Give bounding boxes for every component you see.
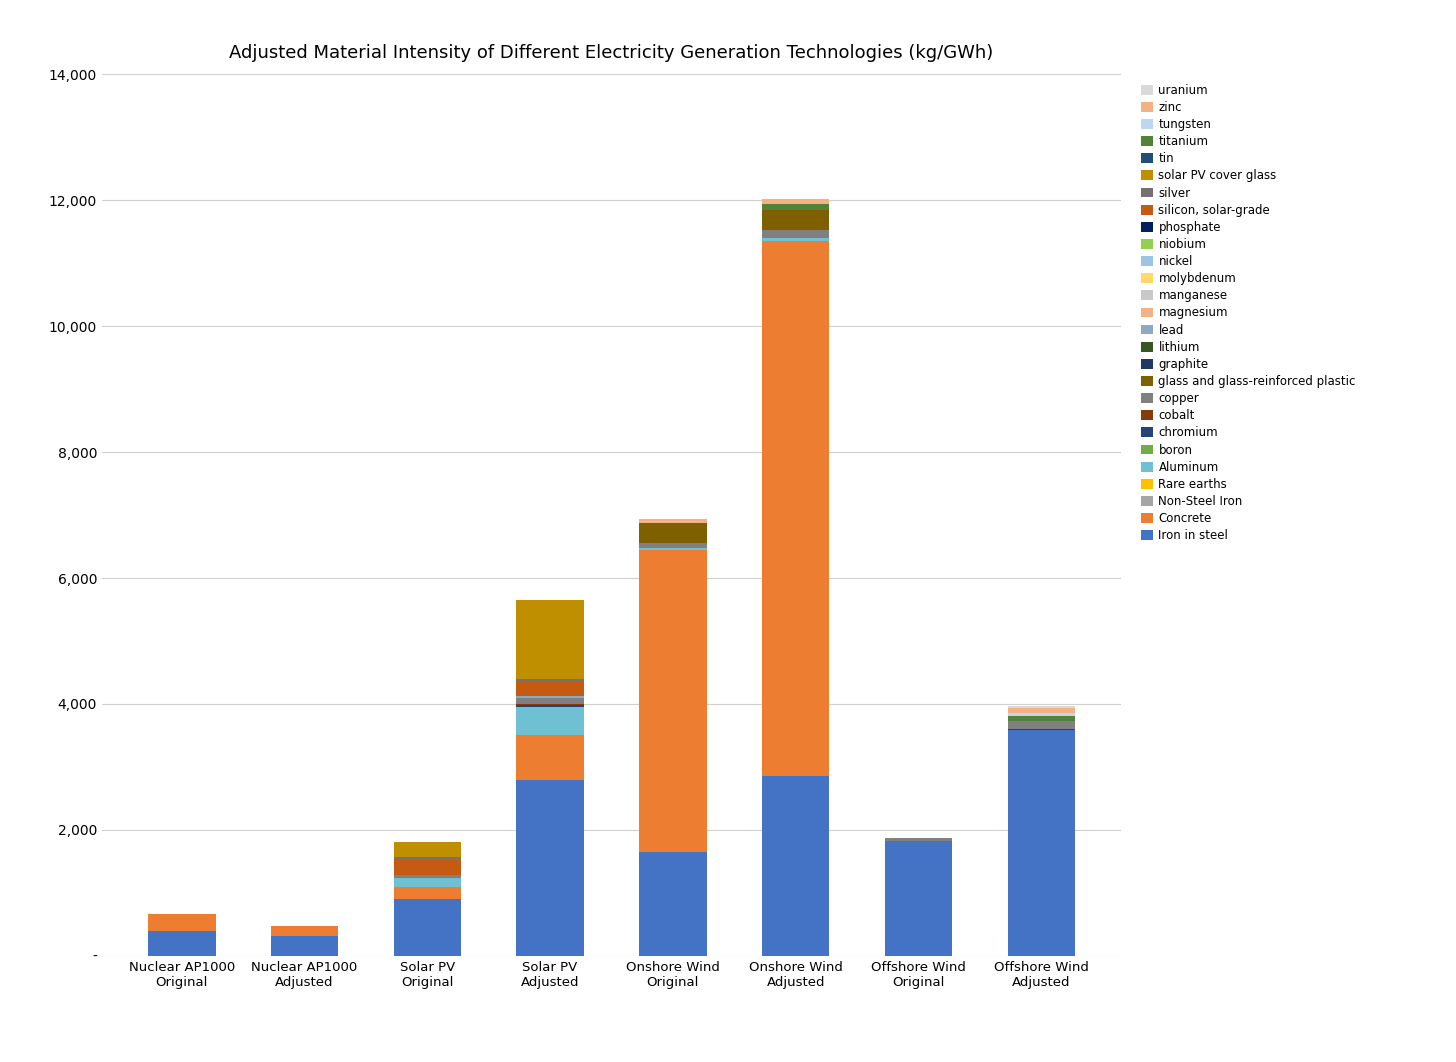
Bar [1008,706,1075,707]
Bar [393,887,462,900]
Bar [761,199,830,204]
Bar [517,780,584,956]
Bar [761,241,830,776]
Bar [393,842,462,857]
Bar [1008,729,1075,731]
Bar [149,914,215,931]
Bar [517,697,584,698]
Bar [517,681,584,697]
Bar [271,926,338,937]
Bar [517,679,584,681]
Bar [517,707,584,735]
Bar [1008,713,1075,716]
Bar [639,523,706,543]
Bar [1008,716,1075,721]
Bar [639,519,706,523]
Title: Adjusted Material Intensity of Different Electricity Generation Technologies (kg: Adjusted Material Intensity of Different… [230,44,993,62]
Bar [1008,707,1075,713]
Bar [1008,721,1075,729]
Bar [761,238,830,241]
Bar [639,548,706,550]
Bar [761,204,830,210]
Bar [885,838,952,841]
Bar [639,543,706,548]
Bar [149,931,215,956]
Bar [393,857,462,859]
Bar [885,841,952,956]
Bar [393,900,462,956]
Bar [517,705,584,707]
Bar [393,875,462,878]
Bar [393,878,462,887]
Bar [517,704,584,705]
Bar [517,600,584,679]
Bar [517,698,584,704]
Bar [517,735,584,780]
Bar [1008,731,1075,956]
Bar [393,859,462,875]
Bar [271,937,338,956]
Bar [639,852,706,956]
Legend: uranium, zinc, tungsten, titanium, tin, solar PV cover glass, silver, silicon, s: uranium, zinc, tungsten, titanium, tin, … [1137,81,1360,546]
Bar [761,230,830,238]
Bar [639,550,706,852]
Bar [761,210,830,230]
Bar [761,776,830,956]
